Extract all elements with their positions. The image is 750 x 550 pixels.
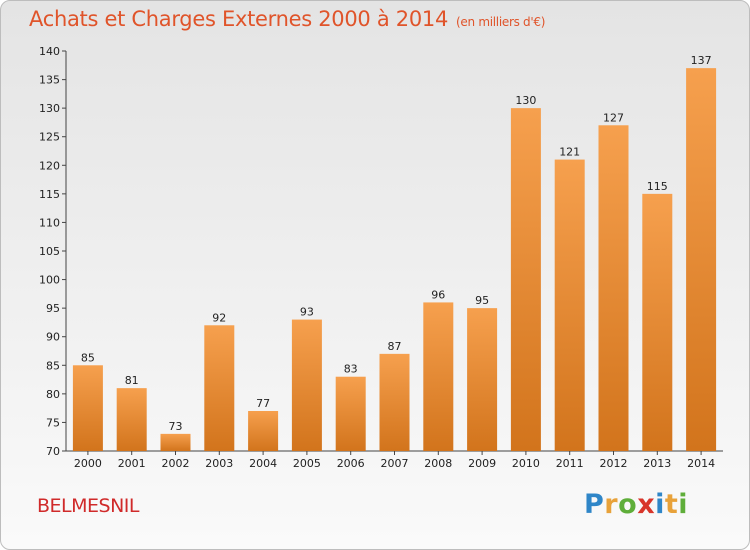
logo-letter: o bbox=[618, 489, 638, 520]
bar bbox=[510, 108, 541, 452]
bar-value-label: 121 bbox=[559, 146, 580, 159]
logo-letter: i bbox=[655, 489, 665, 520]
y-tick-label: 105 bbox=[39, 245, 60, 258]
chart-subtitle: (en milliers d'€) bbox=[456, 15, 546, 29]
bar bbox=[554, 159, 585, 452]
x-tick-label: 2004 bbox=[249, 457, 277, 470]
x-tick-label: 2011 bbox=[556, 457, 584, 470]
bar bbox=[423, 302, 454, 451]
bar bbox=[204, 325, 235, 451]
bar-value-label: 92 bbox=[212, 311, 226, 324]
bar-value-label: 77 bbox=[256, 397, 270, 410]
x-tick-label: 2006 bbox=[337, 457, 365, 470]
x-tick-label: 2001 bbox=[118, 457, 146, 470]
chart-title-text: Achats et Charges Externes 2000 à 2014 bbox=[29, 7, 449, 31]
y-tick-label: 75 bbox=[46, 416, 60, 429]
x-tick-label: 2008 bbox=[424, 457, 452, 470]
bar-value-label: 81 bbox=[125, 374, 139, 387]
y-tick-label: 90 bbox=[46, 331, 60, 344]
bar-value-label: 127 bbox=[603, 111, 624, 124]
logo-letter: x bbox=[637, 489, 656, 520]
bar-value-label: 137 bbox=[691, 54, 712, 67]
x-tick-label: 2010 bbox=[512, 457, 540, 470]
bar bbox=[379, 353, 410, 451]
y-tick-label: 70 bbox=[46, 445, 60, 458]
bar-value-label: 95 bbox=[475, 294, 489, 307]
y-tick-label: 135 bbox=[39, 74, 60, 87]
x-tick-label: 2000 bbox=[74, 457, 102, 470]
chart-title: Achats et Charges Externes 2000 à 2014 (e… bbox=[29, 7, 545, 31]
bar-value-label: 115 bbox=[647, 180, 668, 193]
bar-value-label: 96 bbox=[431, 288, 445, 301]
bar bbox=[686, 68, 717, 452]
y-tick-label: 100 bbox=[39, 274, 60, 287]
y-tick-label: 80 bbox=[46, 388, 60, 401]
bar bbox=[116, 388, 147, 451]
x-tick-label: 2013 bbox=[643, 457, 671, 470]
y-tick-label: 85 bbox=[46, 359, 60, 372]
bar-value-label: 87 bbox=[388, 340, 402, 353]
y-tick-label: 125 bbox=[39, 131, 60, 144]
bar bbox=[598, 125, 629, 452]
bar-value-label: 93 bbox=[300, 306, 314, 319]
bar-value-label: 130 bbox=[515, 94, 536, 107]
bar bbox=[467, 308, 498, 451]
bar-value-label: 83 bbox=[344, 363, 358, 376]
bar-value-label: 85 bbox=[81, 351, 95, 364]
y-tick-label: 120 bbox=[39, 159, 60, 172]
logo-letter: t bbox=[664, 489, 679, 520]
bar bbox=[72, 365, 103, 451]
bar bbox=[335, 376, 366, 451]
place-name: BELMESNIL bbox=[37, 495, 140, 517]
x-tick-label: 2002 bbox=[162, 457, 190, 470]
x-tick-label: 2003 bbox=[205, 457, 233, 470]
y-tick-label: 140 bbox=[39, 45, 60, 58]
x-tick-label: 2012 bbox=[600, 457, 628, 470]
bar bbox=[642, 193, 673, 451]
x-tick-label: 2009 bbox=[468, 457, 496, 470]
y-tick-label: 110 bbox=[39, 216, 60, 229]
logo-letter: P bbox=[584, 489, 605, 520]
y-tick-label: 95 bbox=[46, 302, 60, 315]
logo-letter: i bbox=[678, 489, 689, 520]
x-tick-label: 2007 bbox=[381, 457, 409, 470]
y-tick-label: 130 bbox=[39, 102, 60, 115]
x-tick-label: 2014 bbox=[687, 457, 715, 470]
x-tick-label: 2005 bbox=[293, 457, 321, 470]
logo-letter: r bbox=[604, 489, 619, 520]
bar bbox=[248, 411, 279, 451]
bar bbox=[291, 319, 322, 451]
proxiti-logo: Proxiti bbox=[584, 489, 688, 520]
y-tick-label: 115 bbox=[39, 188, 60, 201]
bar bbox=[160, 433, 191, 451]
bar-value-label: 73 bbox=[169, 420, 183, 433]
